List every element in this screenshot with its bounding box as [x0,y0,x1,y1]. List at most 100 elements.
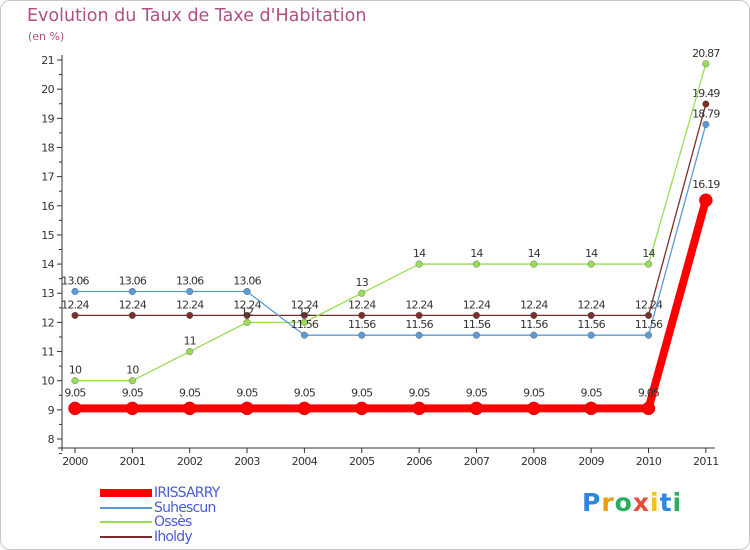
data-point [699,193,713,207]
data-label: 14 [528,247,541,260]
data-point [587,311,595,319]
data-point [358,289,366,297]
data-label: 12.24 [520,298,548,311]
x-tick-label: 2007 [464,455,490,468]
data-point [530,311,538,319]
data-label: 9.05 [466,386,488,399]
data-point [355,401,369,416]
logo-letter: o [614,488,633,517]
series-line-irissarry [75,199,710,413]
data-point [641,401,656,416]
data-label: 11.56 [635,318,663,331]
data-point [71,377,79,385]
data-point [358,331,366,339]
y-tick-label: 20 [41,83,54,96]
data-label: 9.05 [638,386,660,399]
legend-swatch [100,506,152,509]
data-point [300,311,308,319]
data-label: 12 [241,305,253,318]
data-label: 9.05 [523,386,545,399]
data-point [472,260,480,268]
data-point [240,401,254,416]
data-point [186,287,194,295]
data-point [530,260,538,268]
data-point [300,331,308,339]
data-point [584,401,598,416]
data-point [469,401,484,416]
x-tick-label: 2008 [521,455,547,468]
legend-label: Suhescun [154,499,216,516]
data-label: 9.05 [236,386,258,399]
data-point [415,331,423,339]
data-label: 11.56 [348,318,376,331]
data-label: 12.24 [233,298,261,311]
x-tick-label: 2003 [234,455,260,468]
data-label: 9.05 [122,386,144,399]
data-point [415,260,423,268]
logo-letter: r [601,488,615,517]
data-point [71,287,79,295]
y-tick-label: 21 [41,54,54,67]
data-label: 12.24 [635,298,663,311]
y-tick-label: 17 [41,171,54,184]
legend-swatch [100,521,152,523]
x-tick-label: 2002 [177,455,203,468]
data-point [128,287,136,295]
data-label: 9.05 [581,386,603,399]
data-label: 13.06 [119,274,147,287]
data-point [530,331,538,339]
logo-letter: i [650,488,660,517]
x-tick-label: 2006 [406,455,432,468]
x-tick-label: 2004 [292,455,318,468]
data-point [128,377,136,385]
data-label: 11 [183,335,195,348]
data-point [186,348,194,356]
logo-letter: P [582,488,602,517]
data-label: 12.24 [348,298,376,311]
data-label: 12.24 [463,298,491,311]
data-label: 12.24 [577,298,605,311]
data-point [587,260,595,268]
logo-letter: x [632,488,650,517]
data-point [128,311,136,319]
proxiti-logo: Proxiti [582,488,682,517]
chart-title: Evolution du Taux de Taxe d'Habitation [27,6,367,26]
y-tick-label: 18 [41,141,54,154]
data-label: 13.06 [176,274,204,287]
y-tick-label: 15 [41,229,54,242]
data-label: 9.05 [408,386,430,399]
data-label: 18.79 [692,107,720,120]
data-point [243,287,251,295]
data-label: 13.06 [61,274,89,287]
y-tick-label: 12 [41,316,54,329]
y-tick-label: 8 [48,433,55,446]
legend-swatch [100,535,152,538]
data-point [645,311,653,319]
chart-subtitle: (en %) [28,30,65,43]
data-point [297,401,312,416]
data-label: 11.56 [577,318,605,331]
y-tick-label: 9 [48,404,55,417]
data-label: 11.56 [291,318,319,331]
data-label: 9.05 [294,386,316,399]
data-point [702,100,710,108]
data-point [243,318,251,326]
data-label: 11.56 [463,318,491,331]
y-tick-label: 19 [41,112,54,125]
data-label: 20.87 [692,47,720,60]
data-label: 11.56 [405,318,433,331]
y-tick-label: 16 [41,200,54,213]
data-point [415,311,423,319]
legend-label: Ossès [154,514,192,530]
data-label: 14 [585,247,598,260]
data-label: 10 [69,364,82,377]
x-tick-label: 2010 [636,455,662,468]
data-point [68,401,82,416]
data-label: 12.24 [405,298,433,311]
y-tick-label: 13 [41,287,54,300]
data-point [645,331,653,339]
data-point [182,401,197,416]
data-point [71,311,79,319]
